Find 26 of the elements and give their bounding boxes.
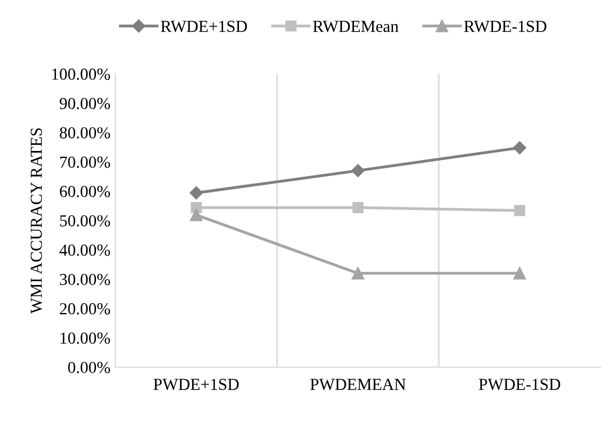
y-tick-label: 90.00% <box>60 98 110 110</box>
point <box>514 204 526 216</box>
x-tick-label: PWDE+1SD <box>154 378 239 390</box>
point <box>352 202 364 214</box>
y-tick-label: 100.00% <box>52 68 110 80</box>
point <box>190 186 203 200</box>
y-axis-title: WMI ACCURACY RATES <box>30 128 42 314</box>
y-tick-label: 50.00% <box>60 215 110 227</box>
point <box>190 208 203 222</box>
y-tick-label: 60.00% <box>60 186 110 198</box>
point <box>513 267 526 280</box>
legend-label: RWDE-1SD <box>464 20 546 32</box>
y-tick-label: 80.00% <box>60 127 110 139</box>
legend-label: RWDE+1SD <box>160 20 247 32</box>
point <box>352 267 364 280</box>
y-tick-label: 10.00% <box>60 332 110 344</box>
point <box>351 164 365 178</box>
y-tick-label: 20.00% <box>60 303 110 314</box>
y-tick-label: 70.00% <box>60 156 110 168</box>
legend-label: RWDEMean <box>313 20 398 32</box>
x-tick-label: PWDEMEAN <box>310 378 406 390</box>
point <box>513 141 526 154</box>
x-tick-label: PWDE-1SD <box>478 378 560 390</box>
y-tick-label: 40.00% <box>60 244 110 256</box>
y-tick-label: 30.00% <box>60 274 110 286</box>
y-tick-label: 0.00% <box>68 362 110 374</box>
